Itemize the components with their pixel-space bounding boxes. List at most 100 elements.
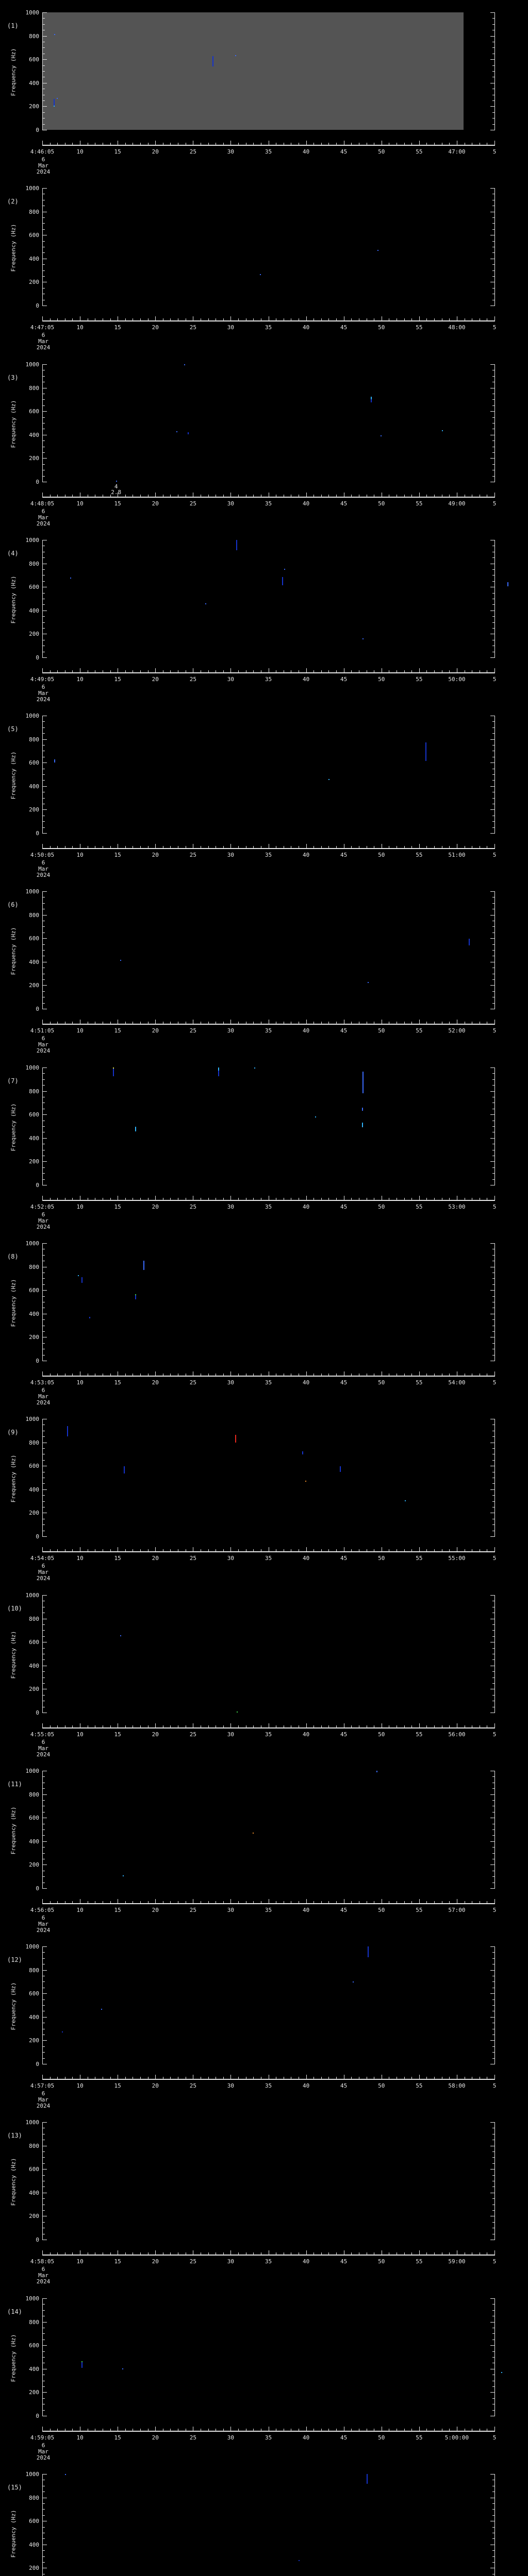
x-tick [494, 1020, 495, 1024]
y-tick [492, 1847, 494, 1848]
y-tick [43, 581, 45, 582]
y-axis-title: Frequency (Hz) [10, 400, 17, 448]
y-tick [490, 833, 494, 834]
y-tick [490, 59, 494, 60]
x-tick [50, 1198, 51, 1200]
x-tick [449, 1374, 450, 1376]
y-axis-right [494, 1243, 495, 1361]
x-tick [253, 846, 254, 848]
x-tick [230, 2250, 231, 2255]
y-tick [492, 264, 494, 265]
y-tick [490, 1161, 494, 1162]
x-tick-label: 55 [416, 500, 423, 507]
x-tick [336, 2252, 337, 2255]
detection-mark [81, 2361, 82, 2368]
x-tick-label: 55 [416, 2082, 423, 2089]
y-tick [43, 18, 45, 19]
x-tick [57, 1549, 58, 1551]
y-tick [492, 727, 494, 728]
x-tick [57, 2077, 58, 2079]
y-tick [43, 399, 45, 400]
x-tick [404, 2252, 405, 2255]
x-tick [419, 316, 420, 320]
detection-mark [405, 1500, 406, 1501]
y-tick [43, 2556, 45, 2557]
x-date-line: Mar [38, 2448, 48, 2455]
x-tick-label: 15 [114, 1555, 121, 1562]
x-tick [238, 2077, 239, 2079]
detection-mark [235, 55, 236, 56]
x-tick [223, 1725, 224, 1727]
x-tick-label: 40 [302, 500, 310, 507]
x-tick [426, 1725, 427, 1727]
y-tick [43, 65, 45, 66]
y-axis-left [42, 2122, 43, 2240]
x-tick [336, 1198, 337, 1200]
detection-mark [122, 2368, 123, 2369]
y-tick [43, 616, 45, 617]
x-tick-label: 55 [416, 1204, 423, 1210]
y-tick [492, 1952, 494, 1953]
x-tick [449, 670, 450, 672]
x-tick-label: 35 [265, 500, 272, 507]
x-tick-label: 40 [302, 1379, 310, 1386]
detection-mark [299, 2560, 300, 2561]
spectrogram-image-area [42, 12, 464, 130]
x-start-time-label: 4:49:05 [30, 676, 55, 683]
y-axis-left [42, 2298, 43, 2416]
x-tick-label: 20 [152, 1907, 159, 1913]
x-tick-label: 45 [340, 676, 348, 683]
y-axis-left [42, 1771, 43, 1889]
y-tick-label: 600 [29, 759, 39, 766]
y-tick [492, 1173, 494, 1174]
y-axis-right [494, 716, 495, 834]
x-tick [404, 143, 405, 145]
x-tick-label: 35 [265, 1731, 272, 1738]
detection-mark [101, 2009, 102, 2010]
y-tick [492, 1695, 494, 1696]
y-tick [492, 2198, 494, 2199]
detection-mark [362, 1108, 363, 1111]
y-tick [492, 827, 494, 828]
x-date-line: 2024 [36, 2278, 51, 2285]
x-tick-label: 15 [114, 2258, 121, 2265]
y-tick [490, 985, 494, 986]
x-tick [110, 318, 111, 320]
y-tick [492, 2527, 494, 2528]
x-tick-label: 15 [114, 1204, 121, 1210]
y-tick [492, 1343, 494, 1344]
x-tick [419, 1371, 420, 1376]
x-tick [404, 1549, 405, 1551]
y-axis-title: Frequency (Hz) [10, 2158, 17, 2206]
x-tick [155, 1371, 156, 1376]
x-tick-label: 53:00 [448, 1204, 466, 1210]
x-tick [125, 1725, 126, 1727]
y-axis-right [494, 2298, 495, 2416]
y-tick [492, 1179, 494, 1180]
y-tick [490, 12, 494, 13]
panel-number-label: (6) [7, 901, 19, 908]
y-tick-label: 1000 [25, 2471, 40, 2478]
x-tick [351, 1198, 352, 1200]
x-tick [208, 846, 209, 848]
x-tick-label: 10 [76, 2434, 84, 2441]
x-tick [419, 1899, 420, 1903]
x-tick-label: 30 [227, 1555, 235, 1562]
x-tick [170, 318, 171, 320]
x-tick [238, 2429, 239, 2431]
y-tick [492, 604, 494, 605]
x-tick-label: 15 [114, 2434, 121, 2441]
y-tick [492, 2163, 494, 2164]
y-tick [43, 1091, 47, 1092]
spectrogram-panel-9: 0 200 400 600 800 1000 (9) Frequency (Hz) 4:54:0… [0, 1406, 528, 1582]
x-tick [223, 670, 224, 672]
x-tick-label: 25 [189, 148, 196, 155]
y-tick-label: 0 [36, 1182, 39, 1189]
spectrogram-panel-14: 0 200 400 600 800 1000 (14) Frequency (Hz) 4:59:… [0, 2286, 528, 2462]
x-tick [404, 318, 405, 320]
y-tick-label: 200 [29, 455, 39, 462]
panel-number-label: (15) [7, 2484, 22, 2491]
x-start-time-label: 4:47:05 [30, 324, 55, 331]
x-tick [140, 2429, 141, 2431]
y-tick [43, 2210, 45, 2211]
